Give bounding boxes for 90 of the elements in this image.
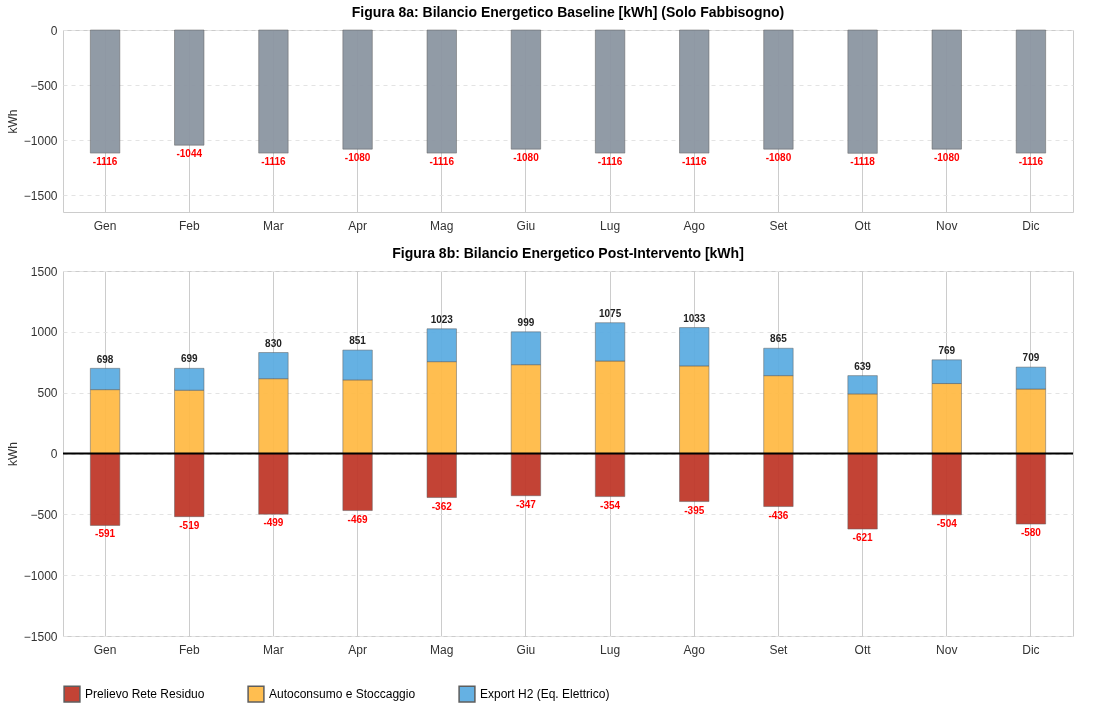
y-axis-title: kWh bbox=[5, 109, 20, 134]
y-tick-label: −500 bbox=[30, 78, 58, 93]
data-label: -1080 bbox=[765, 152, 792, 164]
chart-title: Figura 8b: Bilancio Energetico Post-Intervento [kWh] bbox=[392, 245, 744, 261]
x-tick-label: Nov bbox=[936, 218, 958, 233]
y-tick-label: 500 bbox=[37, 386, 58, 401]
y-tick-label: 1500 bbox=[30, 264, 58, 279]
data-label: -504 bbox=[936, 517, 958, 529]
y-tick-label: −1500 bbox=[23, 188, 58, 203]
data-label: -469 bbox=[347, 513, 369, 525]
bar bbox=[510, 453, 541, 496]
data-label: -1080 bbox=[513, 152, 540, 164]
data-label: -1080 bbox=[344, 152, 371, 164]
x-tick-label: Gen bbox=[93, 218, 117, 233]
y-tick-label: −1500 bbox=[23, 629, 58, 644]
data-label: -621 bbox=[852, 532, 874, 544]
annotation: 1033 bbox=[683, 312, 706, 324]
annotation: 698 bbox=[96, 353, 114, 365]
x-tick-label: Feb bbox=[178, 642, 200, 657]
x-tick-label: Ott bbox=[854, 218, 872, 233]
annotation: 639 bbox=[854, 360, 872, 372]
chart-title: Figura 8a: Bilancio Energetico Baseline [kWh] (Solo Fabbisogno) bbox=[351, 4, 785, 20]
annotation: 830 bbox=[265, 337, 283, 349]
legend-label: Autoconsumo e Stoccaggio bbox=[269, 687, 416, 702]
data-label: -347 bbox=[515, 498, 537, 510]
x-tick-label: Feb bbox=[178, 218, 200, 233]
x-tick-label: Apr bbox=[348, 642, 367, 657]
data-label: -1116 bbox=[1018, 156, 1044, 168]
x-tick-label: Giu bbox=[516, 218, 536, 233]
x-tick-label: Lug bbox=[600, 218, 621, 233]
data-label: -1118 bbox=[850, 156, 876, 168]
x-tick-label: Mag bbox=[430, 218, 454, 233]
bar bbox=[90, 453, 121, 526]
x-tick-label: Dic bbox=[1022, 218, 1040, 233]
x-tick-label: Mag bbox=[430, 642, 454, 657]
data-label: -1044 bbox=[176, 148, 203, 160]
bar bbox=[258, 453, 289, 515]
data-label: -362 bbox=[431, 500, 453, 512]
data-label: -591 bbox=[95, 528, 116, 540]
bar bbox=[847, 453, 878, 530]
bar bbox=[931, 453, 962, 516]
data-label: -580 bbox=[1020, 527, 1042, 539]
bar bbox=[679, 453, 710, 502]
bar bbox=[595, 453, 626, 497]
y-tick-label: −1000 bbox=[23, 133, 58, 148]
data-label: -1116 bbox=[92, 156, 118, 168]
y-axis-title: kWh bbox=[5, 442, 20, 466]
y-tick-label: 0 bbox=[50, 447, 58, 461]
annotation: 1075 bbox=[598, 307, 622, 319]
data-label: -1116 bbox=[261, 156, 287, 168]
data-label: -519 bbox=[179, 519, 200, 531]
x-tick-label: Set bbox=[769, 218, 789, 233]
bar bbox=[426, 453, 457, 498]
x-tick-label: Giu bbox=[516, 642, 536, 657]
x-tick-label: Apr bbox=[348, 218, 367, 233]
y-tick-label: −1000 bbox=[23, 568, 58, 583]
bar bbox=[763, 453, 794, 507]
x-tick-label: Gen bbox=[93, 642, 117, 657]
annotation: 709 bbox=[1022, 352, 1040, 364]
x-tick-label: Nov bbox=[936, 642, 958, 657]
data-label: -1116 bbox=[429, 156, 455, 168]
bar bbox=[342, 453, 373, 511]
data-label: -1116 bbox=[682, 156, 707, 168]
x-tick-label: Dic bbox=[1022, 642, 1040, 657]
y-tick-label: −500 bbox=[30, 507, 58, 522]
x-tick-label: Set bbox=[769, 642, 789, 657]
annotation: 769 bbox=[938, 344, 956, 356]
annotation: 699 bbox=[180, 353, 199, 365]
data-label: -1116 bbox=[597, 156, 623, 168]
y-tick-label: 1000 bbox=[30, 325, 58, 340]
x-tick-label: Mar bbox=[263, 642, 284, 657]
y-tick-label: 0 bbox=[50, 23, 58, 38]
annotation: 1023 bbox=[430, 314, 454, 326]
annotation: 999 bbox=[517, 316, 535, 328]
annotation: 851 bbox=[349, 334, 367, 346]
x-tick-label: Ago bbox=[683, 218, 706, 233]
annotation: 865 bbox=[770, 333, 788, 345]
x-tick-label: Mar bbox=[263, 218, 284, 233]
x-tick-label: Ott bbox=[854, 642, 872, 657]
x-tick-label: Ago bbox=[683, 642, 706, 657]
data-label: -354 bbox=[600, 499, 621, 511]
legend-label: Export H2 (Eq. Elettrico) bbox=[480, 687, 610, 702]
data-label: -395 bbox=[684, 504, 705, 516]
bar bbox=[174, 453, 205, 517]
bar bbox=[1015, 453, 1046, 525]
x-tick-label: Lug bbox=[600, 642, 621, 657]
legend-label: Prelievo Rete Residuo bbox=[85, 687, 205, 702]
data-label: -499 bbox=[263, 517, 284, 529]
data-label: -436 bbox=[768, 509, 789, 521]
data-label: -1080 bbox=[933, 152, 960, 164]
